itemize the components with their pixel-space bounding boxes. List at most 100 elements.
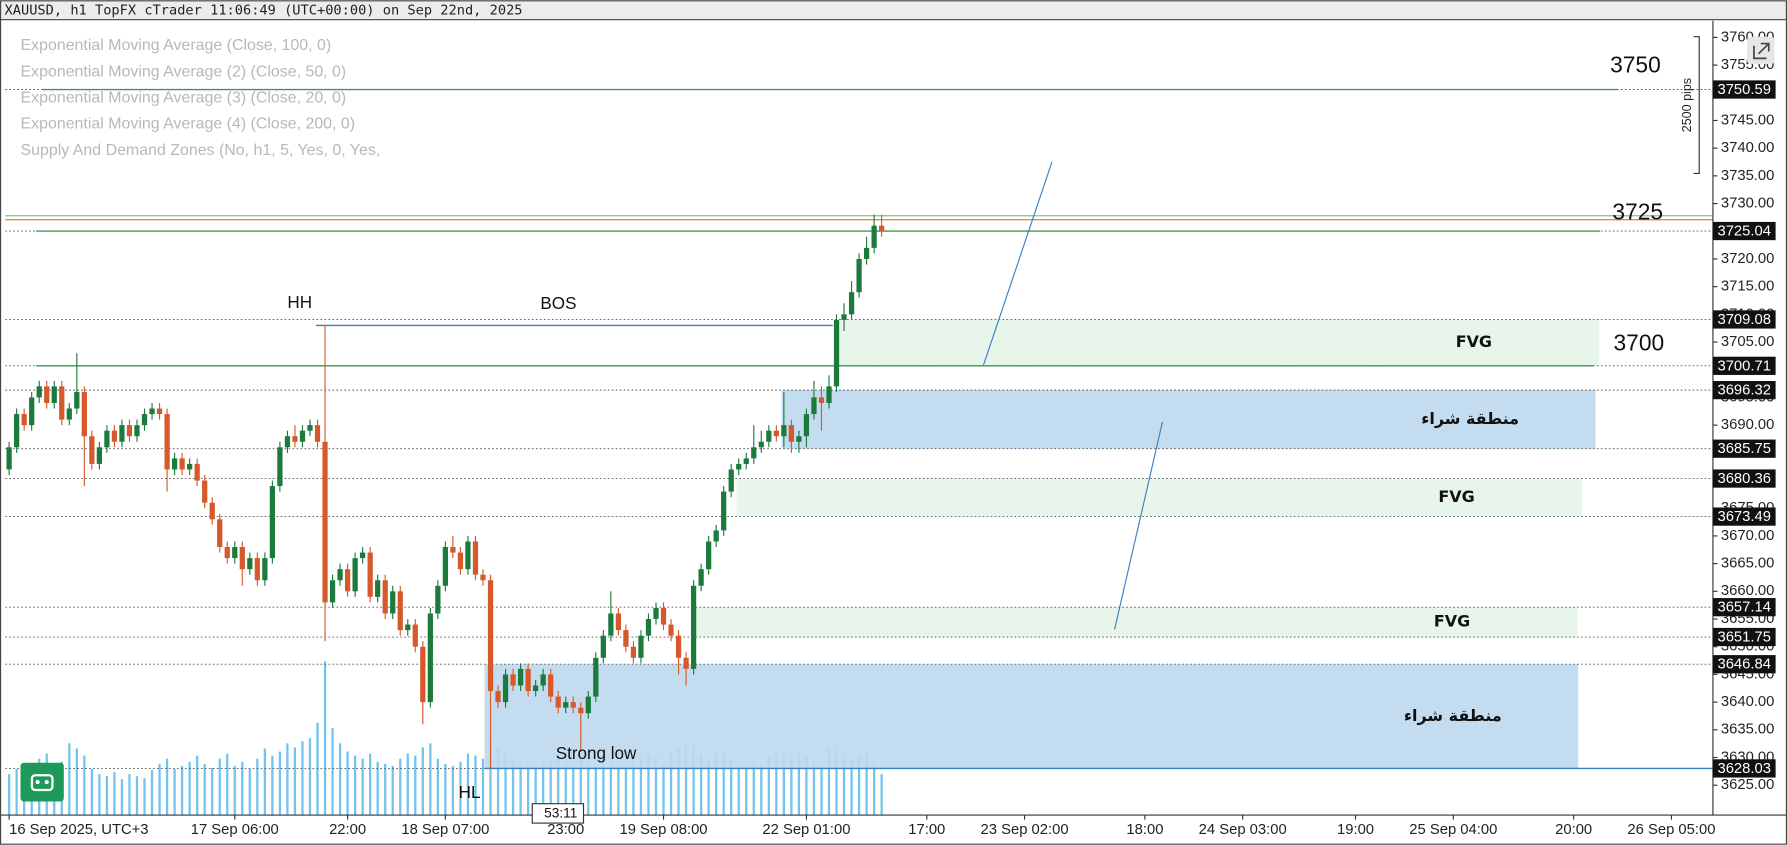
candle-body <box>277 447 283 487</box>
candle-body <box>675 635 682 658</box>
volume-bar <box>587 761 590 816</box>
candle-body <box>818 397 825 403</box>
volume-bar <box>880 774 883 816</box>
y-tick-label: 3745.00 <box>1721 112 1775 128</box>
volume-bar <box>414 755 417 816</box>
candle-body <box>89 436 95 464</box>
bot-icon-glyph[interactable] <box>30 774 54 792</box>
zone <box>695 607 1578 638</box>
candle-body <box>615 613 622 631</box>
volume-bar <box>775 751 778 816</box>
candle-body <box>472 541 479 575</box>
countdown: 53:11 <box>544 806 577 821</box>
candle-body <box>412 624 418 647</box>
volume-bar <box>699 755 703 816</box>
bot-icon-bg[interactable] <box>20 762 64 802</box>
volume-bar <box>594 765 597 816</box>
candle-body <box>533 685 539 692</box>
volume-bar <box>278 751 282 816</box>
main-layer <box>5 88 1713 770</box>
zone-label: FVG <box>1434 612 1470 631</box>
volume-bar <box>376 761 379 816</box>
candle-body <box>856 258 862 293</box>
expand-button[interactable] <box>1747 36 1775 65</box>
candle-body <box>833 319 840 387</box>
volume-bar <box>421 747 424 816</box>
volume-bar <box>820 763 823 816</box>
bot-button[interactable] <box>20 762 64 802</box>
price-tag-label: 3750.59 <box>1717 82 1771 98</box>
volume-bar <box>406 753 409 816</box>
candle-body <box>450 547 456 553</box>
candle-body <box>548 674 554 697</box>
candle-body <box>119 425 125 442</box>
y-tick-label: 3670.00 <box>1721 528 1775 544</box>
candle-body <box>74 391 80 409</box>
candle-body <box>706 541 712 570</box>
candle-body <box>104 430 110 448</box>
back-layer <box>5 89 1713 816</box>
round-level-label: 3700 <box>1613 329 1664 355</box>
volume-bar <box>180 765 184 816</box>
volume-bar <box>481 758 485 816</box>
x-tick-label: 26 Sep 05:00 <box>1627 822 1715 838</box>
bot-icon-eye[interactable] <box>44 780 49 785</box>
measure-bracket <box>1693 36 1700 175</box>
volume-bar <box>602 758 605 816</box>
volume-bar <box>83 755 86 816</box>
x-tick-label: 19 Sep 08:00 <box>619 822 707 838</box>
indicator-label: Exponential Moving Average (2) (Close, 5… <box>21 63 347 80</box>
candle-body <box>668 624 674 636</box>
volume-bar <box>782 753 786 816</box>
candle-body <box>405 624 411 631</box>
header-bar <box>0 0 1787 20</box>
volume-bar <box>730 758 733 816</box>
volume-bar <box>654 755 658 816</box>
volume-bar <box>760 763 763 816</box>
expand-icon-glyph[interactable] <box>1753 42 1770 60</box>
volume-bar <box>519 763 522 816</box>
volume-bar <box>173 768 176 816</box>
volume-bar <box>474 755 477 816</box>
price-axis-panel <box>1712 20 1787 816</box>
candle-body <box>766 430 772 442</box>
volume-bar <box>226 753 229 816</box>
candle-body <box>578 707 584 714</box>
volume-bar <box>188 761 191 816</box>
price-tag <box>1712 627 1776 647</box>
candle-body <box>517 668 524 686</box>
volume-bar <box>511 758 515 816</box>
y-tick-label: 3715.00 <box>1721 279 1775 295</box>
indicator-label: Exponential Moving Average (Close, 100, … <box>21 37 332 54</box>
candle-body <box>397 591 403 631</box>
volume-bar <box>684 743 688 816</box>
volume-bar <box>707 758 710 816</box>
candle-body <box>465 541 471 570</box>
volume-bar <box>391 765 394 816</box>
candle-body <box>247 558 253 570</box>
candle-body <box>495 691 501 703</box>
volume-bar <box>323 661 327 816</box>
volume-bar <box>143 778 146 816</box>
price-tag <box>1712 439 1776 458</box>
candle-body <box>375 580 381 597</box>
x-tick-label: 23 Sep 02:00 <box>981 822 1069 838</box>
candle-body <box>51 386 57 403</box>
round-level-label: 3750 <box>1610 51 1661 77</box>
volume-bar <box>722 751 725 816</box>
candle-body <box>126 425 133 437</box>
candle-body <box>623 630 629 647</box>
candle-body <box>292 436 298 442</box>
candle-body <box>14 414 20 448</box>
candle-body <box>796 436 802 442</box>
volume-bar <box>7 774 11 816</box>
candle-body <box>329 580 336 603</box>
candle-body <box>653 607 659 620</box>
annotation-strong-low: Strong low <box>556 744 637 763</box>
volume-bar <box>842 753 846 816</box>
volume-bar <box>835 745 838 816</box>
bot-icon-eye[interactable] <box>35 780 40 785</box>
candle-body <box>269 486 276 559</box>
x-tick-label: 23:00 <box>547 822 584 838</box>
